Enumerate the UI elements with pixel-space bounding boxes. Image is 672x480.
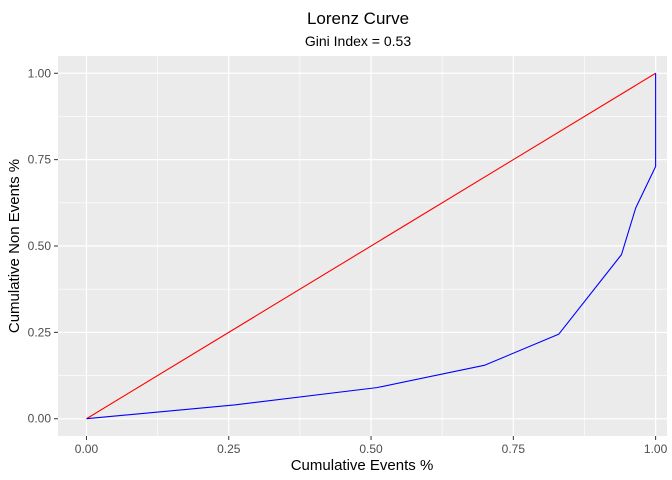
chart-title: Lorenz Curve	[307, 9, 409, 28]
y-tick-label: 1.00	[28, 66, 52, 80]
x-tick-label: 0.50	[359, 442, 383, 456]
x-axis: 0.00 0.25 0.50 0.75 1.00	[75, 436, 668, 456]
y-axis-title: Cumulative Non Events %	[6, 159, 23, 333]
x-tick-label: 0.25	[217, 442, 241, 456]
equality-line	[86, 72, 656, 420]
y-tick-label: 0.75	[28, 153, 52, 167]
x-tick-label: 0.75	[502, 442, 526, 456]
y-axis: 0.00 0.25 0.50 0.75 1.00	[28, 66, 58, 426]
chart-subtitle: Gini Index = 0.53	[305, 33, 411, 49]
x-axis-title: Cumulative Events %	[291, 457, 434, 474]
lorenz-curve-line	[86, 73, 657, 420]
x-tick-label: 0.00	[75, 442, 99, 456]
y-tick-label: 0.00	[28, 412, 52, 426]
x-tick-label: 1.00	[644, 442, 668, 456]
y-tick-label: 0.25	[28, 325, 52, 339]
y-tick-label: 0.50	[28, 239, 52, 253]
series-layer	[86, 72, 657, 420]
